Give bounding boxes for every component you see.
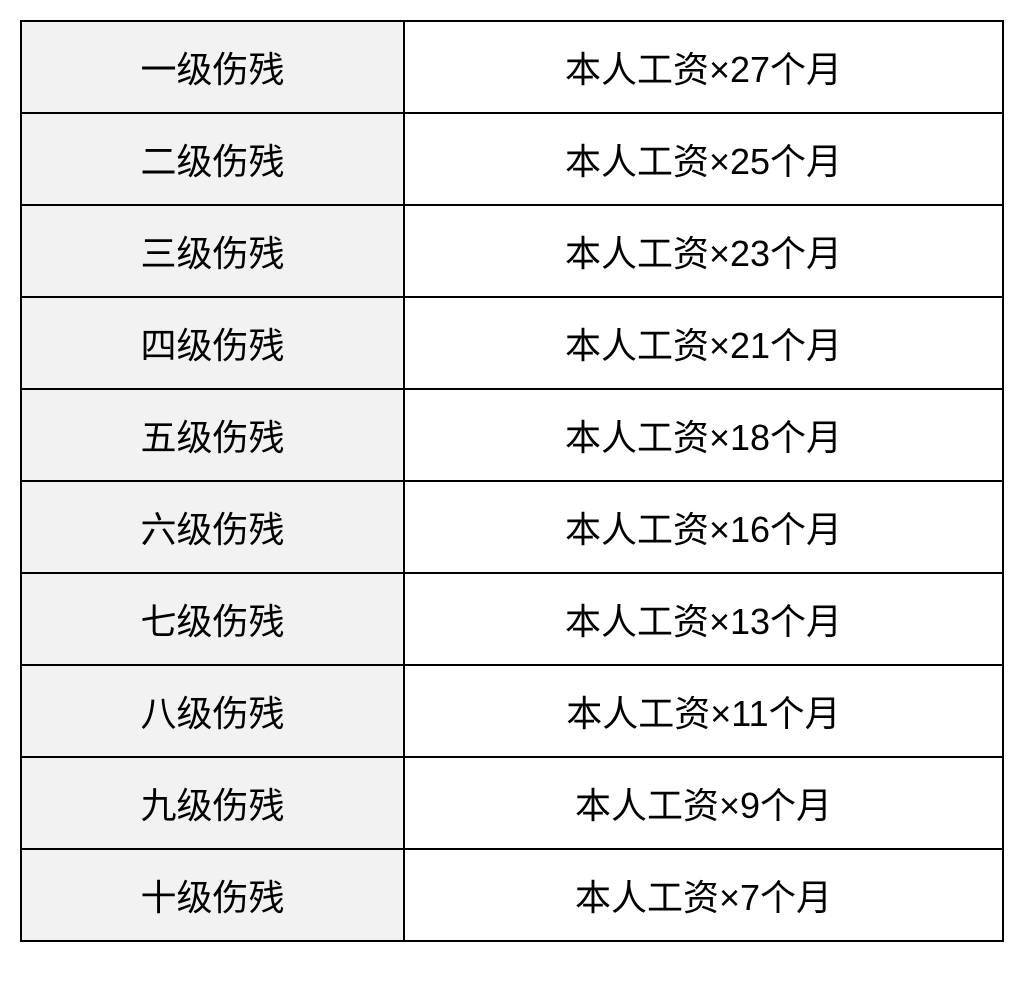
table-row: 一级伤残 本人工资×27个月 <box>21 21 1003 113</box>
cell-formula: 本人工资×13个月 <box>404 573 1003 665</box>
cell-formula: 本人工资×18个月 <box>404 389 1003 481</box>
cell-formula: 本人工资×16个月 <box>404 481 1003 573</box>
table-row: 九级伤残 本人工资×9个月 <box>21 757 1003 849</box>
cell-formula: 本人工资×21个月 <box>404 297 1003 389</box>
cell-level: 十级伤残 <box>21 849 404 941</box>
cell-level: 五级伤残 <box>21 389 404 481</box>
cell-level: 三级伤残 <box>21 205 404 297</box>
cell-formula: 本人工资×7个月 <box>404 849 1003 941</box>
table-row: 六级伤残 本人工资×16个月 <box>21 481 1003 573</box>
cell-level: 七级伤残 <box>21 573 404 665</box>
table-row: 十级伤残 本人工资×7个月 <box>21 849 1003 941</box>
cell-formula: 本人工资×25个月 <box>404 113 1003 205</box>
table-row: 三级伤残 本人工资×23个月 <box>21 205 1003 297</box>
cell-level: 九级伤残 <box>21 757 404 849</box>
compensation-table-wrap: 一级伤残 本人工资×27个月 二级伤残 本人工资×25个月 三级伤残 本人工资×… <box>20 20 1004 942</box>
cell-formula: 本人工资×9个月 <box>404 757 1003 849</box>
table-row: 八级伤残 本人工资×11个月 <box>21 665 1003 757</box>
cell-formula: 本人工资×27个月 <box>404 21 1003 113</box>
cell-formula: 本人工资×11个月 <box>404 665 1003 757</box>
table-row: 二级伤残 本人工资×25个月 <box>21 113 1003 205</box>
cell-level: 八级伤残 <box>21 665 404 757</box>
table-row: 四级伤残 本人工资×21个月 <box>21 297 1003 389</box>
compensation-table: 一级伤残 本人工资×27个月 二级伤残 本人工资×25个月 三级伤残 本人工资×… <box>20 20 1004 942</box>
table-row: 五级伤残 本人工资×18个月 <box>21 389 1003 481</box>
table-row: 七级伤残 本人工资×13个月 <box>21 573 1003 665</box>
cell-level: 四级伤残 <box>21 297 404 389</box>
cell-formula: 本人工资×23个月 <box>404 205 1003 297</box>
cell-level: 一级伤残 <box>21 21 404 113</box>
cell-level: 六级伤残 <box>21 481 404 573</box>
cell-level: 二级伤残 <box>21 113 404 205</box>
